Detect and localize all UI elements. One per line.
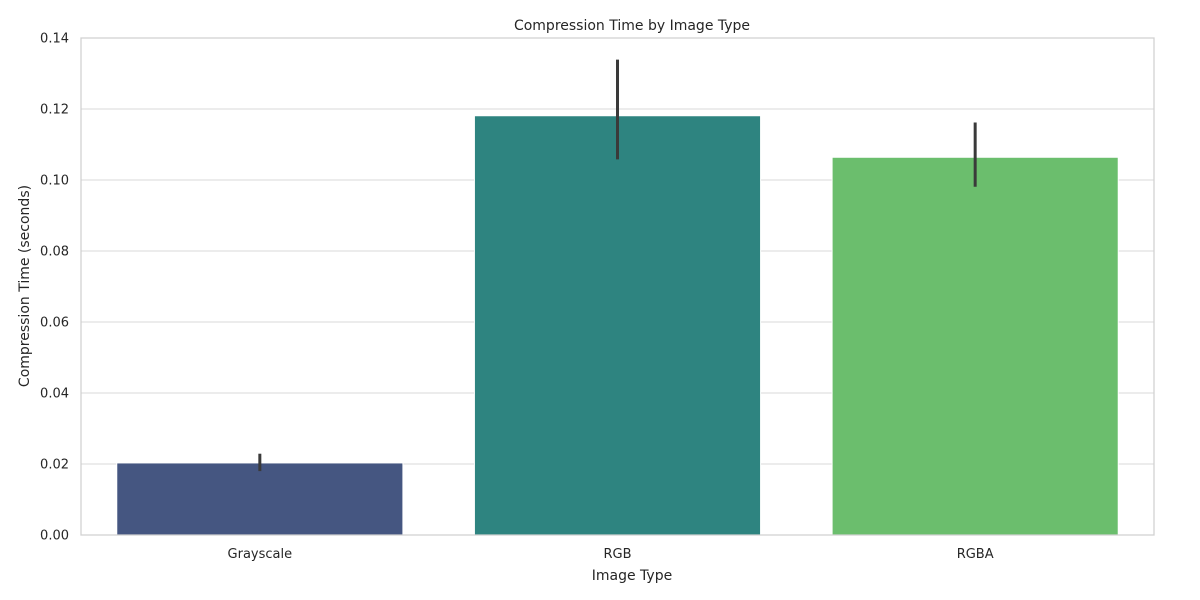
x-axis-label: Image Type [592, 568, 672, 584]
y-tick-label: 0.04 [40, 387, 69, 402]
error-bars-layer [258, 59, 977, 472]
y-tick-label: 0.06 [40, 316, 69, 331]
bar-rgba [831, 156, 1119, 536]
bars-layer [116, 115, 1119, 536]
bar-rgb [473, 115, 762, 536]
y-ticks-layer: 0.00 0.02 0.04 0.06 0.08 0.10 0.12 0.14 [40, 32, 69, 544]
x-tick-label: RGBA [957, 547, 994, 562]
bar-grayscale [116, 462, 404, 536]
x-ticks-layer: Grayscale RGB RGBA [228, 547, 994, 562]
y-tick-label: 0.08 [40, 245, 69, 260]
y-axis-label: Compression Time (seconds) [17, 185, 33, 387]
x-tick-label: Grayscale [228, 547, 293, 562]
y-tick-label: 0.02 [40, 458, 69, 473]
plot-frame [80, 37, 1155, 536]
y-tick-label: 0.10 [40, 174, 69, 189]
y-tick-label: 0.14 [40, 32, 69, 47]
y-tick-label: 0.00 [40, 529, 69, 544]
chart-title: Compression Time by Image Type [514, 18, 750, 34]
x-tick-label: RGB [603, 547, 631, 562]
y-tick-label: 0.12 [40, 103, 69, 118]
